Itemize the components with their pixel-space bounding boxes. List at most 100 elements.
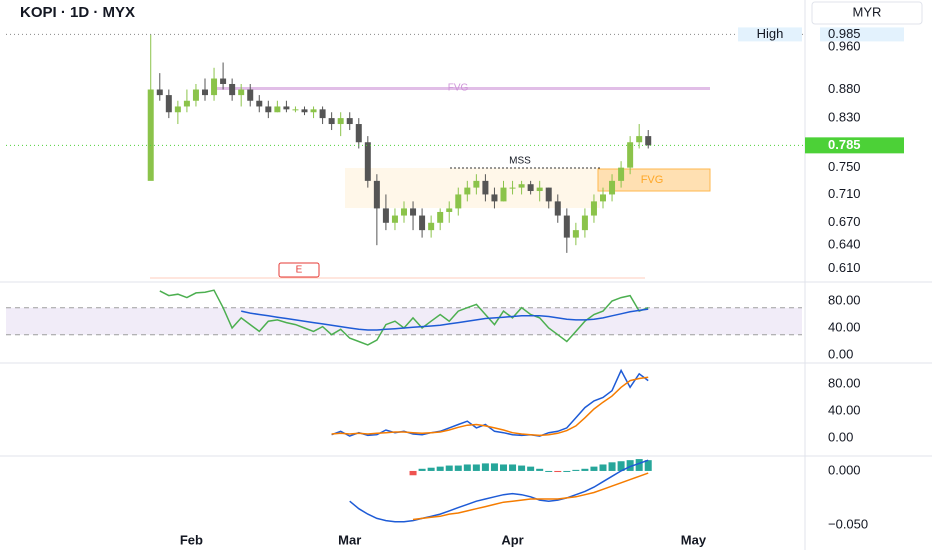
histogram-bar [445, 465, 453, 471]
series-line [349, 459, 649, 523]
series-line [331, 376, 649, 437]
candle-body [437, 211, 444, 223]
currency-box[interactable] [811, 1, 923, 25]
currency[interactable]: MYR [853, 4, 882, 19]
candle-body [636, 136, 643, 143]
y-tick-label: 0.640 [828, 237, 861, 252]
candle-body [211, 78, 218, 96]
candle-body [174, 106, 181, 113]
candle-body [355, 124, 362, 143]
histogram-bar [427, 467, 435, 471]
candle-body [491, 194, 498, 202]
candle-body [600, 194, 606, 202]
candle-body [310, 109, 317, 113]
mss-zone [345, 168, 600, 208]
candle-body [247, 89, 254, 101]
candle-body [609, 180, 616, 195]
candle-body [563, 215, 570, 238]
candle-body [554, 201, 561, 216]
candle-body [346, 118, 353, 125]
annotation[interactable]: E [296, 265, 303, 276]
histogram-bar [563, 470, 571, 472]
y-tick-label: 0.960 [828, 38, 861, 53]
y-tick-label: 40.00 [828, 319, 861, 334]
candle-body [229, 83, 236, 96]
candle-body [328, 118, 335, 125]
series-line [241, 308, 649, 331]
y-tick-label: −0.050 [828, 516, 868, 531]
fvg-zone [597, 168, 711, 192]
histogram-bar [418, 468, 426, 471]
histogram-bar [509, 464, 517, 471]
candle-body [464, 187, 471, 195]
histogram-bar [409, 470, 417, 476]
y-tick-label: 80.00 [828, 375, 861, 390]
y-tick-label: 0.000 [828, 462, 861, 477]
candle-body [536, 187, 543, 192]
earnings-badge[interactable] [278, 262, 320, 278]
histogram-bar [472, 464, 480, 471]
candle-body [627, 142, 634, 168]
chart-title: KOPI · 1D · MYX [20, 4, 135, 21]
histogram-bar [572, 469, 580, 471]
candle-body [527, 184, 534, 192]
candle-body [645, 136, 652, 146]
candle-body [382, 208, 389, 223]
candle-body [391, 215, 398, 223]
candle-body [292, 109, 299, 111]
last-price-box [805, 137, 904, 154]
candle-body [283, 106, 290, 110]
high-box [738, 27, 802, 42]
fvg-line [213, 87, 710, 90]
histogram-bar [490, 463, 498, 471]
candle-body [509, 187, 516, 189]
histogram-bar [454, 465, 462, 471]
histogram-bar [436, 466, 444, 471]
candle-body [446, 208, 453, 212]
candle-body [618, 167, 625, 181]
x-tick-label: Apr [501, 532, 523, 547]
histogram-bar [527, 466, 535, 471]
candle-body [156, 89, 163, 96]
high-value: 0.985 [828, 26, 861, 41]
candle-body [364, 142, 371, 181]
candle-body [419, 215, 426, 231]
histogram-bar [554, 470, 562, 473]
annotation: MSS [509, 156, 531, 167]
y-tick-label: 0.750 [828, 159, 861, 174]
histogram-bar [644, 460, 652, 471]
y-tick-label: 0.670 [828, 214, 861, 229]
y-tick-label: 0.710 [828, 186, 861, 201]
y-tick-label: 0.00 [828, 346, 853, 361]
candle-body [428, 222, 435, 231]
candle-body [581, 215, 588, 231]
candle-body [274, 106, 281, 113]
histogram-bar [518, 465, 526, 471]
candle-body [572, 230, 579, 238]
high-value-box [820, 27, 904, 42]
x-tick-label: Mar [338, 532, 361, 547]
histogram-bar [599, 464, 607, 471]
histogram-bar [536, 468, 544, 471]
candle-body [165, 95, 172, 113]
candle-body [238, 89, 245, 96]
y-tick-label: 0.830 [828, 110, 861, 125]
candle-body [183, 100, 190, 107]
series-line [331, 368, 649, 437]
candle-body [337, 118, 344, 125]
histogram-bar [617, 461, 625, 471]
histogram-bar [500, 464, 507, 471]
y-tick-label: 40.00 [828, 402, 861, 417]
candle-body [192, 89, 199, 101]
x-tick-label: Feb [180, 532, 203, 547]
candle-body [518, 184, 525, 188]
histogram-bar [626, 460, 634, 471]
histogram-bar [545, 470, 553, 472]
candle-body [455, 194, 462, 209]
histogram-bar [581, 468, 589, 471]
candle-body [202, 89, 208, 96]
series-line [412, 472, 649, 521]
annotation: FVG [448, 83, 469, 94]
candle-body [265, 106, 272, 113]
